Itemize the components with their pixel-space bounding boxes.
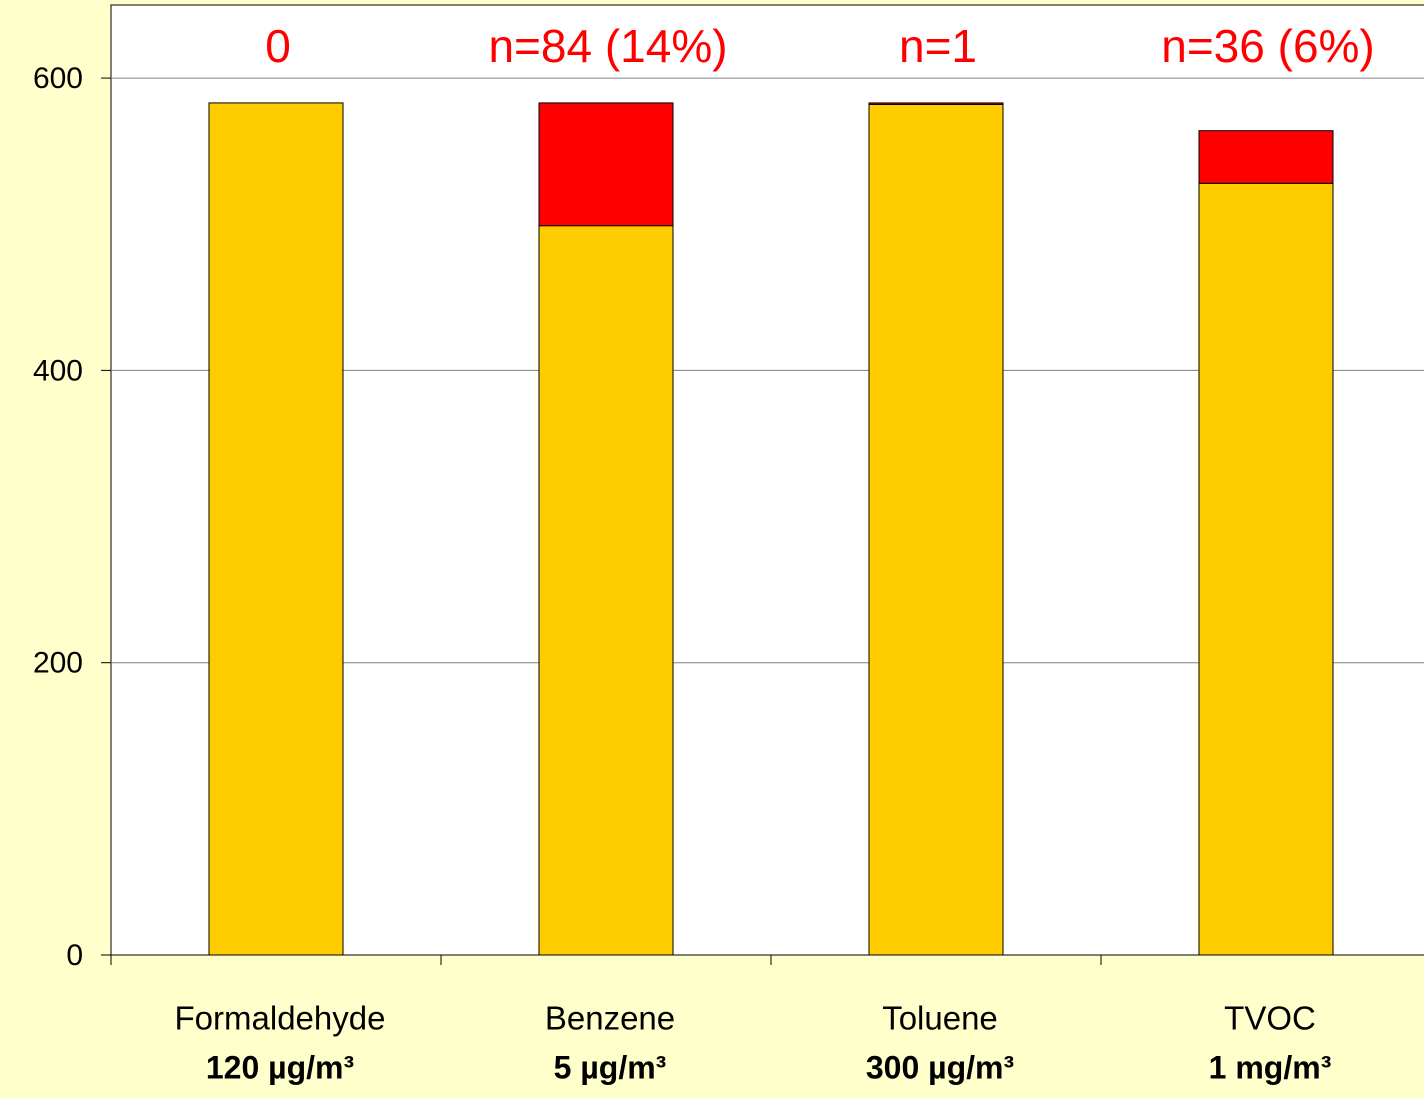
x-tick-sublabel: 5 µg/m³ — [554, 1049, 667, 1085]
bar-segment — [1198, 130, 1334, 184]
x-tick-label: TVOC — [1224, 1000, 1316, 1037]
y-tick-label: 600 — [33, 62, 83, 95]
annotation: n=84 (14%) — [488, 20, 727, 72]
annotation: n=1 — [899, 20, 977, 72]
bar-segment — [538, 102, 674, 227]
y-tick-label: 0 — [66, 939, 83, 972]
x-tick-label: Benzene — [545, 1000, 675, 1037]
x-tick-label: Toluene — [882, 1000, 998, 1037]
annotation: 0 — [265, 20, 291, 72]
bar-segment — [1198, 182, 1334, 956]
bar-segment — [208, 102, 344, 956]
annotation: n=36 (6%) — [1161, 20, 1375, 72]
y-tick-label: 200 — [33, 647, 83, 680]
y-tick-label: 400 — [33, 354, 83, 387]
x-tick-sublabel: 300 µg/m³ — [866, 1049, 1014, 1085]
x-tick-sublabel: 120 µg/m³ — [206, 1049, 354, 1085]
bar-segment — [868, 102, 1004, 105]
x-tick-label: Formaldehyde — [175, 1000, 386, 1037]
bar-segment — [538, 225, 674, 956]
bar-segment — [868, 103, 1004, 956]
x-tick-sublabel: 1 mg/m³ — [1209, 1049, 1332, 1085]
